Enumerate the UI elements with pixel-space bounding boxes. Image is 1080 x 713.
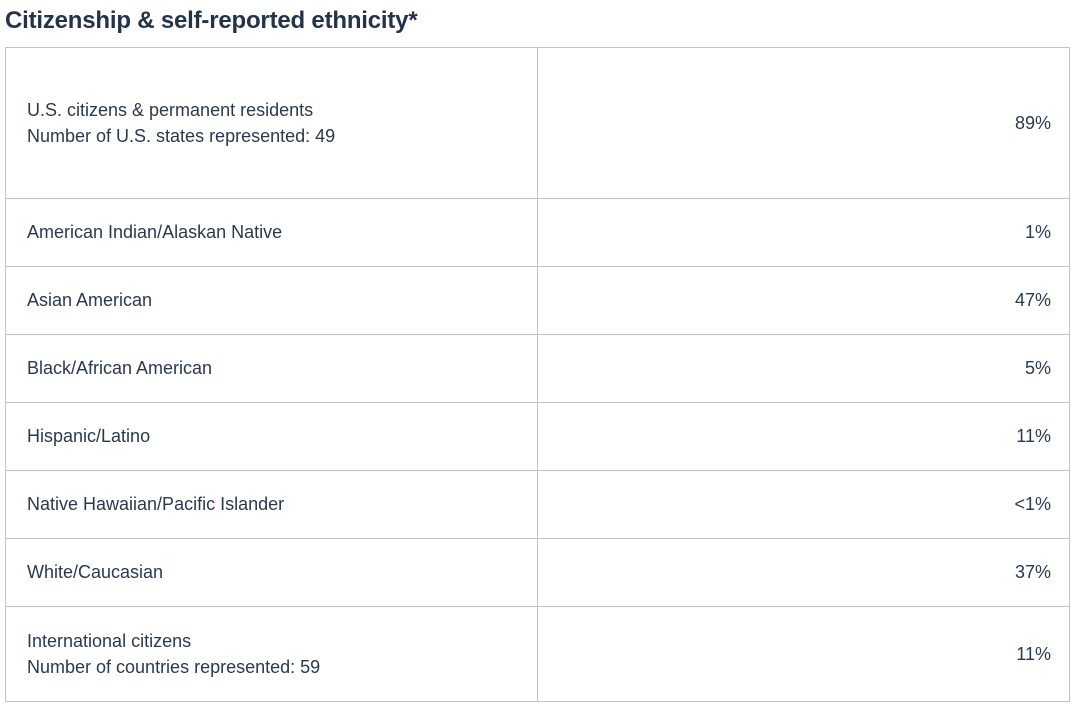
percentage-value: 47%: [1014, 290, 1051, 311]
category-cell: White/Caucasian: [5, 537, 538, 607]
table-row: International citizens Number of countri…: [5, 605, 1070, 702]
percentage-cell: 1%: [537, 197, 1070, 267]
category-label: Hispanic/Latino: [27, 426, 151, 447]
category-label: American Indian/Alaskan Native: [27, 222, 283, 243]
percentage-cell: <1%: [537, 469, 1070, 539]
percentage-value: 89%: [1014, 112, 1051, 133]
percentage-cell: 5%: [537, 333, 1070, 403]
category-cell: International citizens Number of countri…: [5, 605, 538, 702]
percentage-cell: 37%: [537, 537, 1070, 607]
table-body: U.S. citizens & permanent residents Numb…: [5, 46, 1070, 702]
category-label: U.S. citizens & permanent residents: [27, 99, 314, 120]
category-sublabel: Number of U.S. states represented: 49: [27, 125, 336, 146]
category-cell: U.S. citizens & permanent residents Numb…: [5, 46, 538, 199]
category-cell: American Indian/Alaskan Native: [5, 197, 538, 267]
percentage-value: 37%: [1014, 562, 1051, 583]
table-row: Black/African American 5%: [5, 333, 1070, 403]
percentage-value: 1%: [1024, 222, 1051, 243]
category-label: International citizens: [27, 630, 192, 651]
table-row: White/Caucasian 37%: [5, 537, 1070, 607]
category-label: White/Caucasian: [27, 562, 164, 583]
table-row: U.S. citizens & permanent residents Numb…: [5, 46, 1070, 199]
percentage-cell: 11%: [537, 401, 1070, 471]
percentage-cell: 11%: [537, 605, 1070, 702]
category-cell: Black/African American: [5, 333, 538, 403]
category-label: Asian American: [27, 290, 153, 311]
table-row: Hispanic/Latino 11%: [5, 401, 1070, 471]
citizenship-ethnicity-table: U.S. citizens & permanent residents Numb…: [5, 46, 1070, 702]
page-title: Citizenship & self-reported ethnicity*: [5, 7, 418, 34]
percentage-value: 5%: [1024, 358, 1051, 379]
category-cell: Hispanic/Latino: [5, 401, 538, 471]
percentage-cell: 47%: [537, 265, 1070, 335]
category-label: Native Hawaiian/Pacific Islander: [27, 494, 285, 515]
category-cell: Native Hawaiian/Pacific Islander: [5, 469, 538, 539]
category-sublabel: Number of countries represented: 59: [27, 656, 321, 677]
percentage-cell: 89%: [537, 46, 1070, 199]
category-cell: Asian American: [5, 265, 538, 335]
percentage-value: 11%: [1016, 643, 1051, 664]
percentage-value: 11%: [1016, 426, 1051, 447]
table-row: Asian American 47%: [5, 265, 1070, 335]
category-label: Black/African American: [27, 358, 213, 379]
percentage-value: <1%: [1014, 494, 1051, 515]
table-row: Native Hawaiian/Pacific Islander <1%: [5, 469, 1070, 539]
table-row: American Indian/Alaskan Native 1%: [5, 197, 1070, 267]
